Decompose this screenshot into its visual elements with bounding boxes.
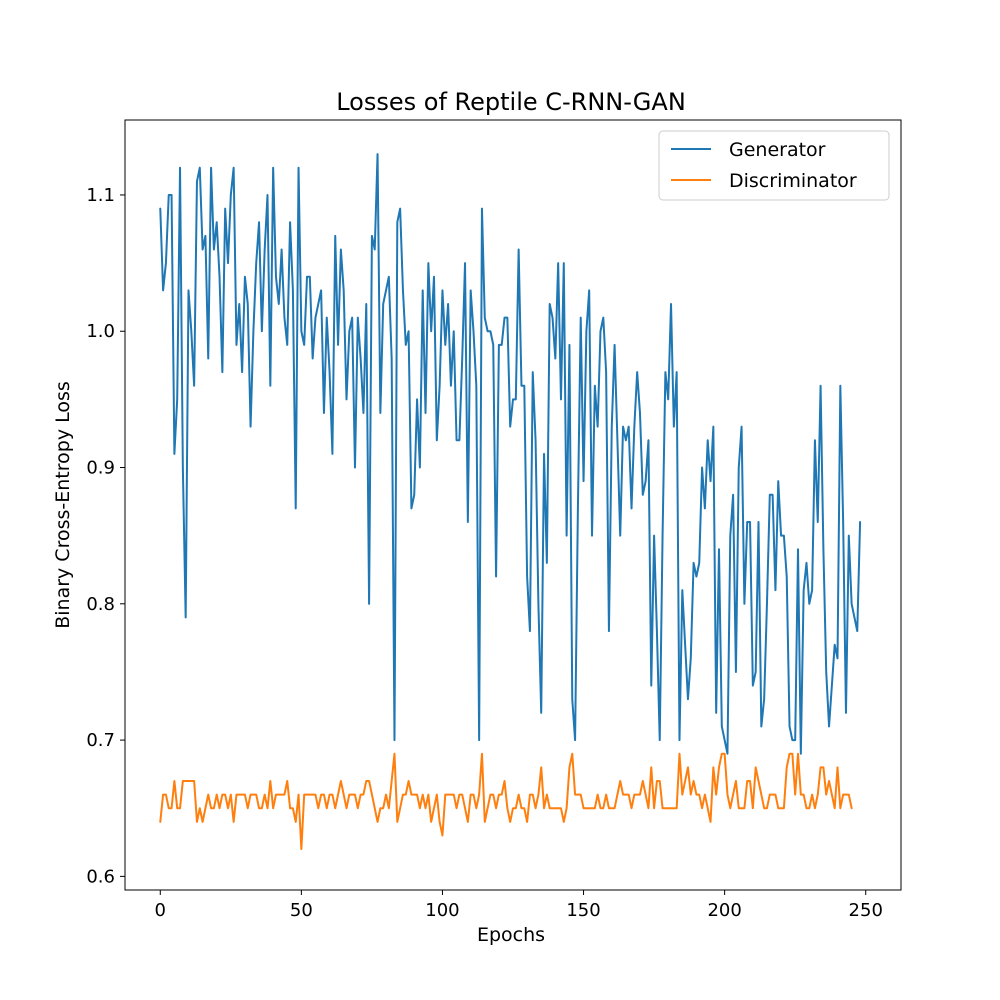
y-tick-label: 0.7 xyxy=(86,730,115,751)
series-line-generator xyxy=(159,153,862,755)
axes-layer: 0 50 100 150 200 250 0.6 0.7 0.8 0.9 1.0 1.1 xyxy=(86,119,902,921)
x-tick-label: 100 xyxy=(425,900,459,921)
y-tick-label: 0.9 xyxy=(86,458,115,479)
x-axis-label: Epochs xyxy=(477,924,545,946)
legend-box xyxy=(658,130,890,201)
y-tick-label: 1.1 xyxy=(86,185,115,206)
y-tick-label: 0.6 xyxy=(86,866,115,887)
x-tick-label: 0 xyxy=(155,900,166,921)
x-tick-label: 150 xyxy=(566,900,600,921)
plot-background xyxy=(125,120,901,890)
legend-label-generator: Generator xyxy=(729,139,826,161)
plot-area xyxy=(125,120,901,890)
chart-title: Losses of Reptile C-RNN-GAN xyxy=(336,88,686,116)
legend: Generator Discriminator xyxy=(658,130,890,201)
series-layer xyxy=(159,153,862,851)
legend-label-discriminator: Discriminator xyxy=(729,170,857,192)
x-tick-label: 200 xyxy=(707,900,741,921)
y-axis-label: Binary Cross-Entropy Loss xyxy=(52,381,74,629)
x-tick-label: 50 xyxy=(290,900,313,921)
series-line-discriminator xyxy=(159,752,853,851)
plot-frame xyxy=(124,119,902,891)
x-tick-label: 250 xyxy=(849,900,883,921)
y-tick-label: 0.8 xyxy=(86,594,115,615)
y-tick-label: 1.0 xyxy=(86,321,115,342)
